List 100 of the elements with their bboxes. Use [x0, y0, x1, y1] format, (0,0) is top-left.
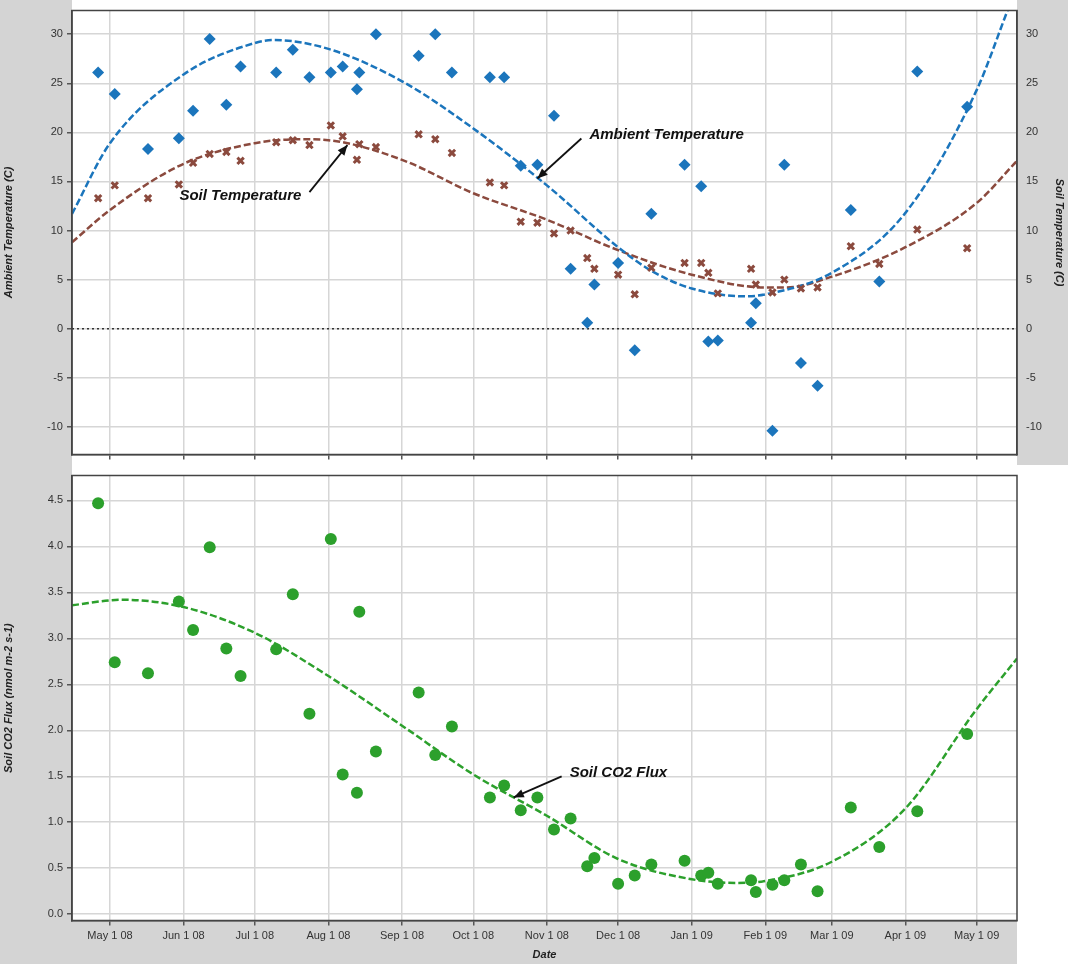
point [844, 203, 857, 216]
x-tick-label: Mar 1 09 [810, 929, 854, 942]
point [338, 131, 348, 141]
point [911, 65, 924, 78]
point [962, 243, 972, 253]
point [746, 264, 756, 274]
point [961, 100, 974, 113]
point [811, 379, 824, 392]
point [514, 159, 527, 172]
y-tick-label: 1.0 [47, 815, 63, 828]
point [873, 841, 886, 854]
point [846, 241, 856, 251]
y-tick-label: 3.0 [47, 631, 63, 644]
point [92, 497, 105, 510]
point [696, 258, 706, 268]
point [646, 263, 657, 273]
point [628, 344, 641, 357]
point [612, 877, 625, 890]
point [873, 275, 886, 288]
y2-tick-label: 30 [1026, 27, 1039, 40]
point [350, 786, 363, 799]
x-tick-label: Jan 1 09 [670, 929, 713, 942]
point [548, 109, 560, 122]
point [234, 670, 247, 683]
point [303, 707, 316, 720]
point [93, 193, 103, 203]
y-tick-label: 3.5 [47, 585, 63, 598]
point [187, 104, 200, 117]
point [532, 218, 543, 228]
point [352, 155, 362, 165]
point [695, 180, 708, 193]
point [108, 88, 121, 101]
point [336, 60, 349, 73]
point [794, 858, 807, 871]
point [749, 297, 762, 310]
y-tick-label: 0 [56, 321, 63, 334]
y2-tick-label: 5 [1026, 272, 1033, 285]
y2-tick-label: -5 [1026, 370, 1036, 383]
y-tick-label: 20 [50, 125, 63, 138]
point [483, 71, 496, 84]
point [531, 791, 544, 804]
point [270, 66, 283, 79]
point [588, 278, 601, 291]
point [961, 727, 974, 740]
annotation: Ambient Temperature [588, 124, 744, 142]
y2-tick-label: 0 [1026, 321, 1033, 334]
point [912, 224, 922, 235]
point [778, 874, 791, 887]
point [203, 541, 216, 554]
y2-tick-label: 10 [1026, 223, 1039, 236]
point [172, 132, 185, 145]
point [749, 886, 762, 899]
point [288, 135, 298, 145]
y-tick-label: 5 [56, 272, 63, 285]
y-tick-label: 2.5 [47, 677, 63, 690]
point [110, 180, 120, 191]
point [304, 140, 315, 150]
y-tick-label: 4.5 [47, 493, 63, 506]
point [581, 316, 594, 329]
point [485, 177, 495, 188]
point [628, 869, 641, 882]
point [778, 158, 791, 171]
point [336, 768, 349, 781]
annotation: Soil Temperature [179, 186, 302, 204]
point [498, 779, 511, 792]
y-tick-label: 0.0 [47, 907, 63, 920]
point [645, 207, 658, 220]
point [326, 120, 336, 131]
point [141, 667, 154, 680]
point [270, 643, 283, 656]
point [702, 335, 715, 348]
point [187, 624, 200, 637]
point [429, 28, 442, 41]
point [369, 745, 382, 758]
y-tick-label: 10 [50, 223, 63, 236]
point [713, 288, 723, 299]
point [205, 149, 215, 159]
point [324, 66, 337, 79]
y-tick-label: 2.0 [47, 723, 63, 736]
point [324, 533, 337, 546]
point [499, 180, 509, 191]
point [220, 98, 233, 111]
point [483, 791, 496, 804]
point [430, 134, 440, 144]
point [711, 334, 724, 347]
y2-tick-label: 25 [1026, 76, 1039, 89]
point [221, 147, 232, 157]
point [612, 256, 625, 269]
y-tick-label: 25 [50, 76, 63, 89]
point [429, 749, 442, 762]
point [445, 66, 458, 79]
point [794, 357, 807, 370]
y-tick-label: 0.5 [47, 861, 63, 874]
point [498, 71, 511, 84]
point [703, 268, 714, 278]
point [678, 158, 691, 171]
point [92, 66, 105, 79]
x-tick-label: May 1 09 [954, 929, 1000, 942]
y-tick-label: 1.5 [47, 769, 63, 782]
point [412, 49, 425, 62]
